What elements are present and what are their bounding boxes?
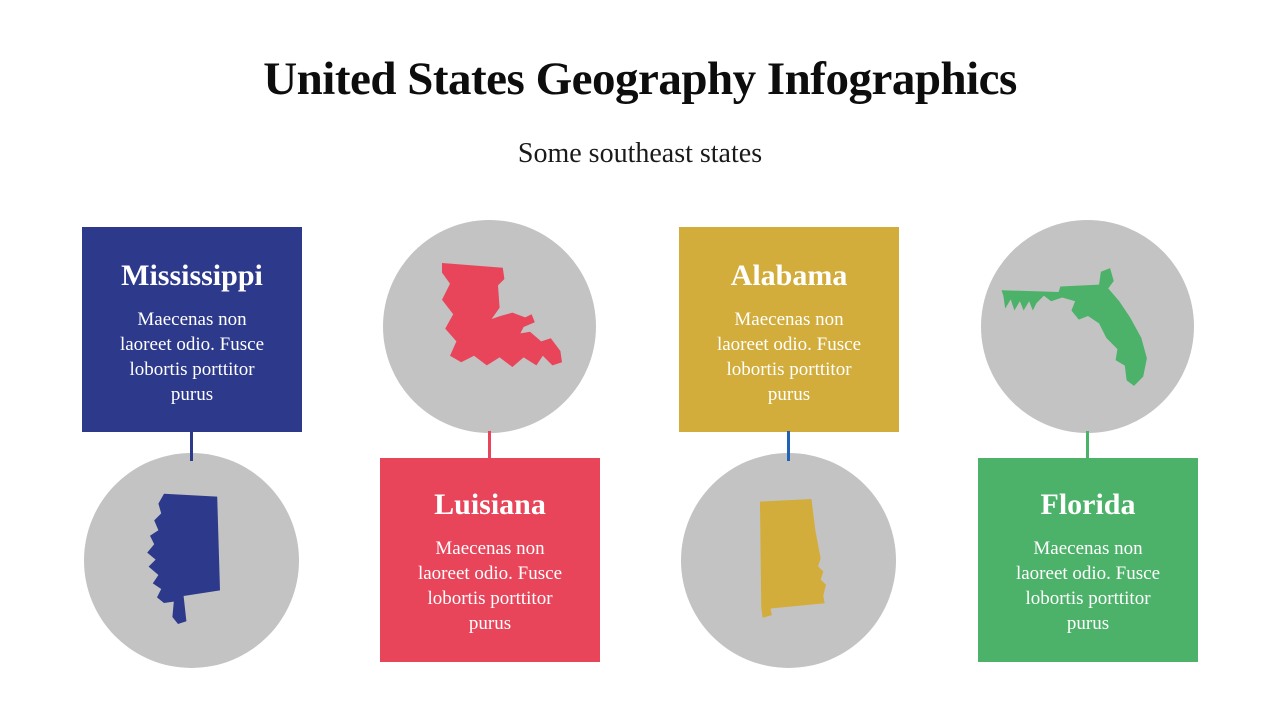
state-map-circle	[681, 453, 896, 668]
state-description: Maecenas non laoreet odio. Fusce loborti…	[417, 538, 563, 635]
connector-line	[488, 431, 491, 461]
louisiana-map-icon	[441, 262, 562, 367]
state-map-circle	[981, 220, 1194, 433]
state-card: Alabama Maecenas non laoreet odio. Fusce…	[679, 227, 899, 432]
state-map-circle	[383, 220, 596, 433]
state-description: Maecenas non laoreet odio. Fusce loborti…	[1015, 538, 1161, 635]
connector-line	[787, 431, 790, 461]
state-name: Alabama	[730, 259, 848, 292]
state-column-luisiana: Luisiana Maecenas non laoreet odio. Fusc…	[380, 220, 600, 680]
mississippi-map-icon	[146, 493, 220, 624]
state-column-mississippi: Mississippi Maecenas non laoreet odio. F…	[82, 220, 302, 680]
state-name: Luisiana	[434, 488, 546, 521]
florida-map-icon	[1001, 267, 1147, 386]
state-name: Mississippi	[121, 259, 263, 292]
state-name: Florida	[1040, 488, 1136, 521]
state-card: Florida Maecenas non laoreet odio. Fusce…	[978, 458, 1198, 662]
alabama-map-icon	[759, 498, 826, 618]
connector-line	[1086, 431, 1089, 461]
page-subtitle: Some southeast states	[517, 138, 763, 169]
state-column-alabama: Alabama Maecenas non laoreet odio. Fusce…	[679, 220, 899, 680]
state-card: Mississippi Maecenas non laoreet odio. F…	[82, 227, 302, 432]
state-card: Luisiana Maecenas non laoreet odio. Fusc…	[380, 458, 600, 662]
state-description: Maecenas non laoreet odio. Fusce loborti…	[119, 309, 265, 406]
state-description: Maecenas non laoreet odio. Fusce loborti…	[716, 309, 862, 406]
page-title: United States Geography Infographics	[263, 53, 1017, 105]
connector-line	[190, 431, 193, 461]
state-column-florida: Florida Maecenas non laoreet odio. Fusce…	[978, 220, 1198, 680]
state-map-circle	[84, 453, 299, 668]
